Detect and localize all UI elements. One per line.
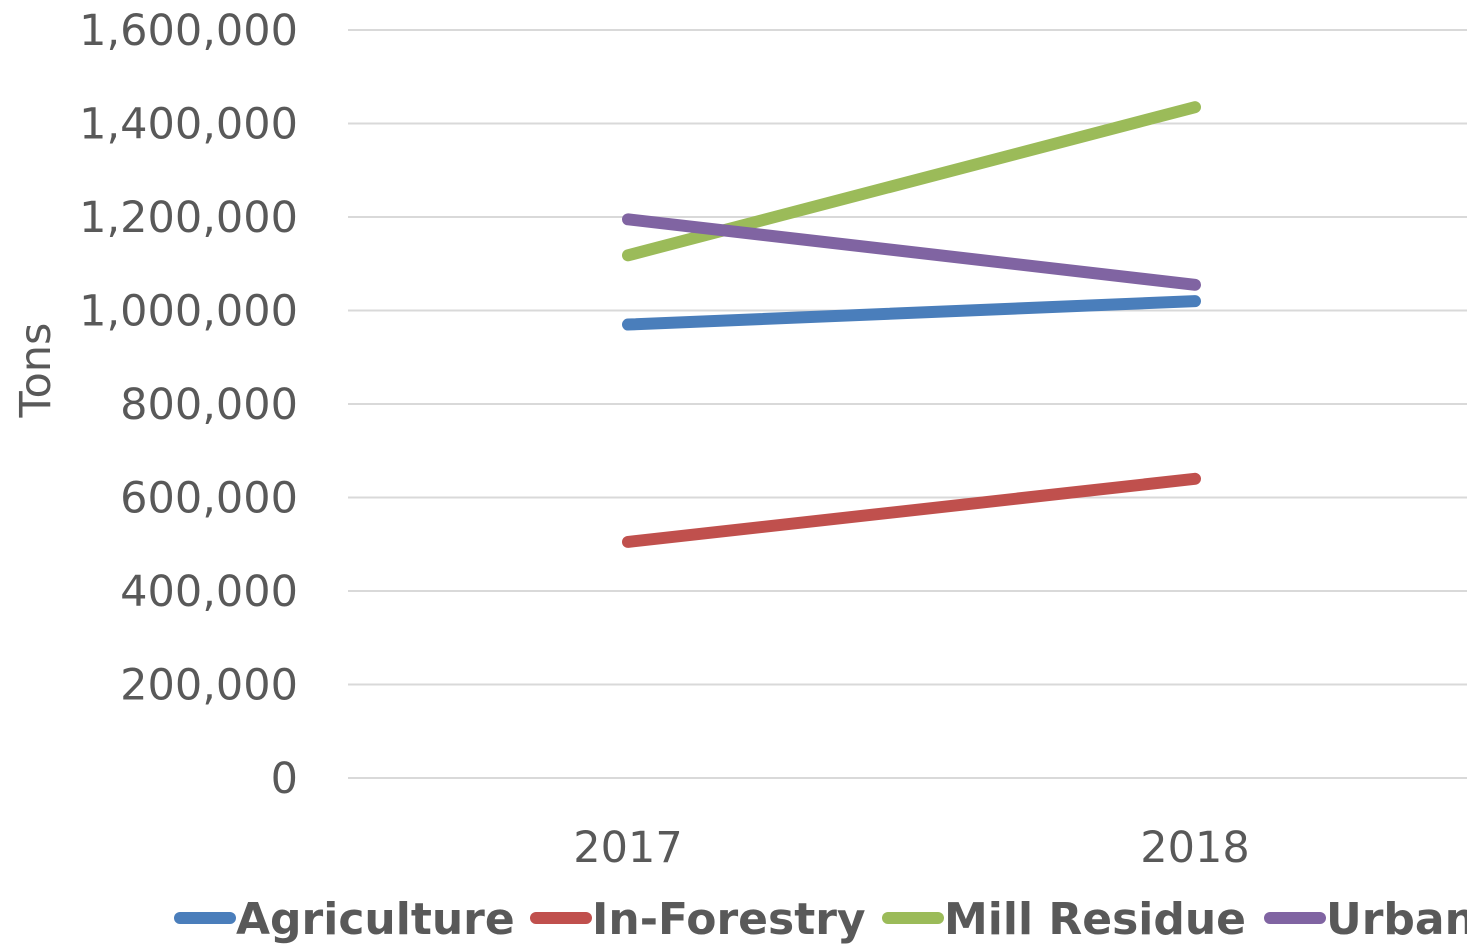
x-axis-ticks: 2017 2018 (573, 823, 1249, 873)
y-axis-label: Tons (11, 323, 61, 419)
y-tick-label: 1,400,000 (79, 100, 298, 150)
y-tick-label: 1,600,000 (79, 6, 298, 56)
y-tick-label: 800,000 (120, 380, 298, 430)
series-line-in-forestry (622, 472, 1201, 548)
y-tick-label: 200,000 (120, 661, 298, 711)
legend-label-in-forestry: In-Forestry (592, 894, 866, 945)
legend-label-agriculture: Agriculture (236, 894, 515, 945)
y-tick-label: 600,000 (120, 474, 298, 524)
series-lines (622, 101, 1201, 548)
y-tick-label: 400,000 (120, 567, 298, 617)
series-line-urban (622, 213, 1201, 291)
y-axis-ticks: 0 200,000 400,000 600,000 800,000 1,000,000 1,… (79, 6, 298, 804)
y-tick-label: 1,000,000 (79, 287, 298, 337)
series-line-agriculture (622, 295, 1201, 331)
x-tick-label: 2017 (573, 823, 682, 873)
y-tick-label: 0 (271, 754, 298, 804)
y-tick-label: 1,200,000 (79, 193, 298, 243)
legend-label-mill-residue: Mill Residue (944, 894, 1246, 945)
x-tick-label: 2018 (1140, 823, 1249, 873)
legend: Agriculture In-Forestry Mill Residue Urban (174, 894, 1467, 945)
gridlines (348, 29, 1467, 779)
legend-label-urban: Urban (1326, 894, 1467, 945)
